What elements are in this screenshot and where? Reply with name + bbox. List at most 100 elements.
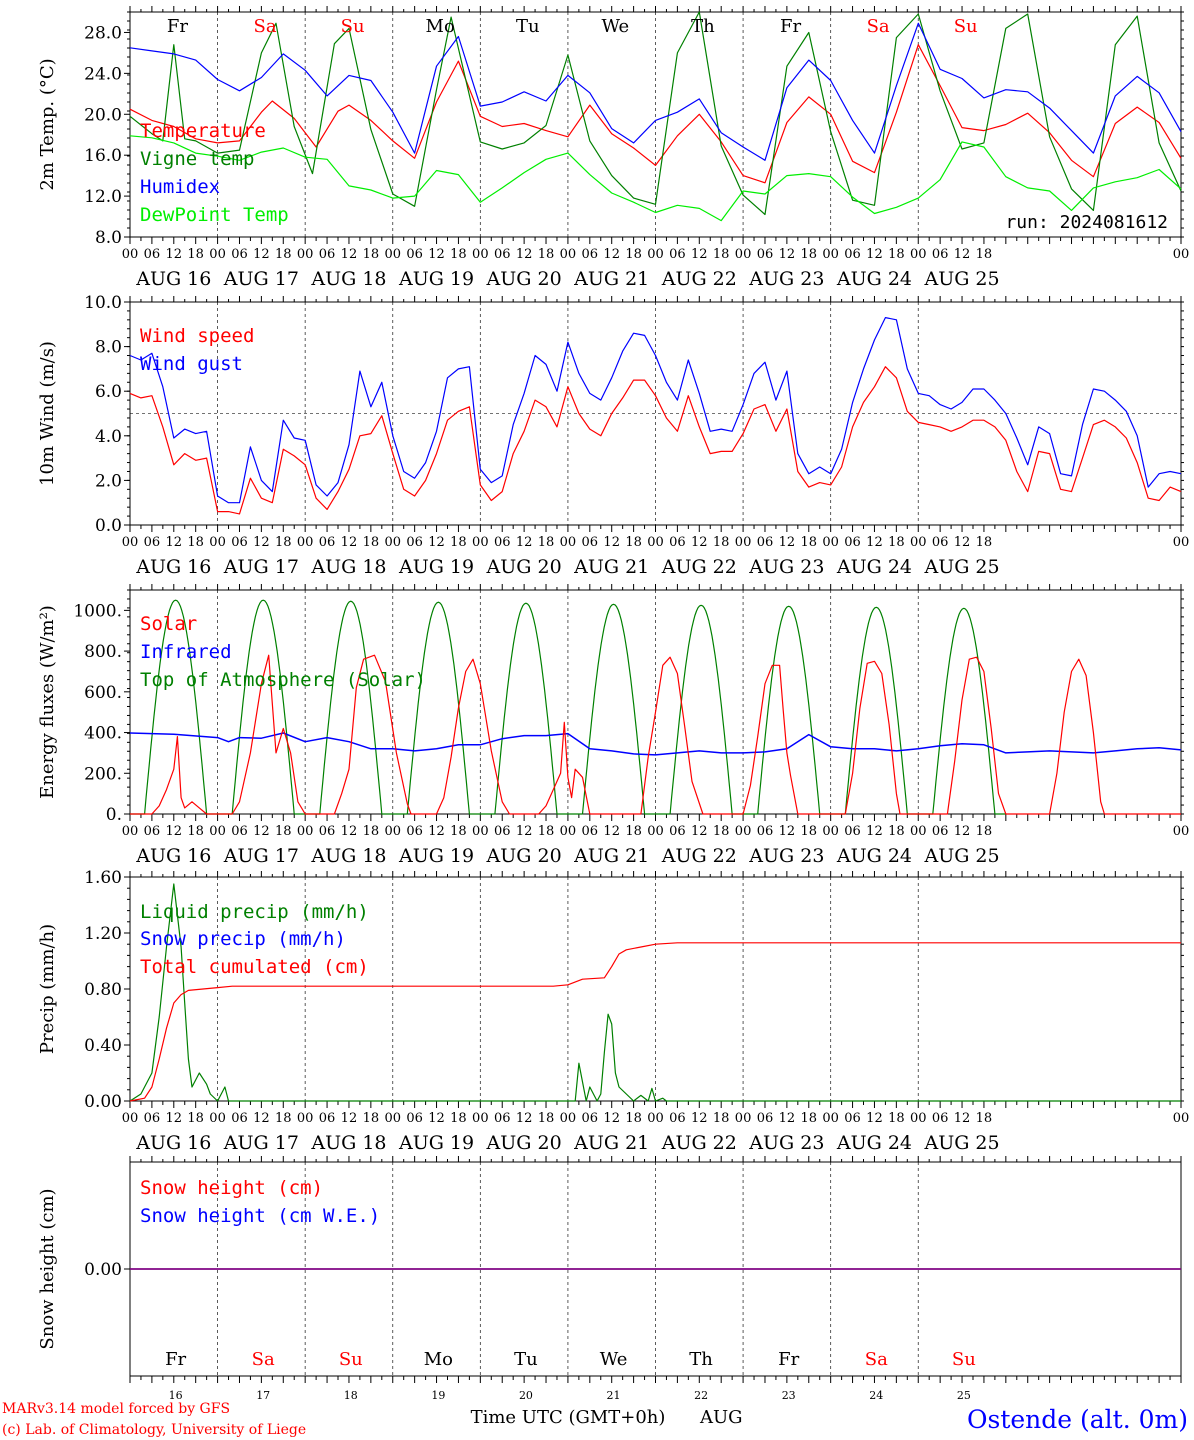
hour-label: 18 [275,535,292,550]
hour-label: 00 [472,824,489,839]
day-number: 18 [344,1389,358,1402]
panel-4: 0.00 0.40 0.80 1.20 1.60 Precip (mm/h) 00 06 12 1… [37,868,1189,1154]
panel-5: 0.00 Snow height (cm) Snow height (cm) Snow… [37,1156,1182,1383]
y-axis-label: 2m Temp. (°C) [37,58,58,190]
day-name-bottom: Su [952,1349,976,1370]
date-label: AUG 21 [573,556,649,578]
hour-label: 12 [166,1111,183,1126]
date-label: AUG 23 [748,845,824,867]
y-tick-label: 400. [84,724,122,744]
date-label: AUG 18 [310,268,386,290]
hour-label: 18 [187,824,204,839]
hour-label: 00 [472,535,489,550]
hour-label: 12 [603,535,620,550]
date-label: AUG 22 [661,845,737,867]
hour-label: 18 [363,1111,380,1126]
hour-label: 18 [363,535,380,550]
hour-label: 00 [1173,247,1190,262]
hour-label: 18 [363,824,380,839]
date-label: AUG 23 [748,556,824,578]
y-tick-label: 24.0 [84,64,122,84]
day-number: 20 [519,1389,533,1402]
date-label: AUG 17 [223,845,299,867]
hour-label: 06 [844,535,861,550]
date-label: AUG 18 [310,1132,386,1154]
y-tick-label: 10.0 [84,293,122,313]
date-label: AUG 24 [836,556,912,578]
hour-label: 18 [713,535,730,550]
date-label: AUG 16 [135,1132,211,1154]
hour-label: 00 [384,247,401,262]
hour-label: 06 [144,247,161,262]
day-name-top: Tu [516,16,540,37]
lab-credit: (c) Lab. of Climatology, University of L… [2,1422,306,1438]
date-label: AUG 25 [923,1132,999,1154]
hour-label: 06 [932,535,949,550]
hour-label: 18 [187,1111,204,1126]
hour-label: 12 [428,1111,445,1126]
hour-label: 00 [384,1111,401,1126]
hour-label: 00 [560,247,577,262]
legend-entry: Snow height (cm) [140,1177,323,1199]
hour-label: 00 [122,535,139,550]
hour-label: 06 [406,824,423,839]
date-label: AUG 20 [486,1132,562,1154]
date-label: AUG 25 [923,556,999,578]
panel-1: 8.0 12.0 16.0 20.0 24.0 28.0 2m Temp. (°C) 00 06… [37,6,1189,290]
date-label: AUG 23 [748,1132,824,1154]
hour-label: 12 [779,824,796,839]
hour-label: 00 [647,247,664,262]
day-name-top: Mo [426,16,455,37]
panel-2: 0.0 2.0 4.0 6.0 8.0 10.0 10m Wind (m/s) 00 06 12 1… [37,293,1189,578]
y-axis-label: Precip (mm/h) [37,924,58,1054]
y-tick-label: 200. [84,764,122,784]
hour-label: 06 [932,1111,949,1126]
y-tick-label: 28.0 [84,23,122,43]
hour-label: 12 [428,247,445,262]
y-tick-label: 0.0 [95,516,122,536]
hour-label: 18 [888,535,905,550]
model-credit: MARv3.14 model forced by GFS [2,1401,230,1417]
hour-label: 18 [187,247,204,262]
series-liquid-precip-mm-h- [129,883,1181,1102]
hour-label: 00 [647,1111,664,1126]
series-humidex [129,22,1182,161]
hour-label: 12 [779,1111,796,1126]
hour-label: 12 [691,247,708,262]
hour-label: 06 [319,824,336,839]
hour-label: 06 [757,824,774,839]
hour-label: 18 [538,247,555,262]
hour-label: 18 [363,247,380,262]
hour-label: 18 [888,1111,905,1126]
date-label: AUG 17 [223,1132,299,1154]
hour-label: 12 [253,247,270,262]
hour-label: 18 [976,1111,993,1126]
hour-label: 06 [582,247,599,262]
date-label: AUG 21 [573,1132,649,1154]
day-name-top: Th [691,16,715,37]
hour-label: 18 [976,824,993,839]
hour-label: 00 [910,1111,927,1126]
hour-label: 00 [560,824,577,839]
hour-label: 06 [319,247,336,262]
hour-label: 12 [603,824,620,839]
day-name-bottom: Su [339,1349,363,1370]
hour-label: 18 [538,535,555,550]
legend-entry: Humidex [140,176,220,198]
hour-label: 12 [166,247,183,262]
hour-label: 00 [735,1111,752,1126]
panel-3: 0. 200. 400. 600. 800. 1000. Energy fluxes (W/… [37,584,1189,867]
series-dewpoint-temp [129,135,1182,222]
hour-label: 06 [406,535,423,550]
legend-entry: Snow height (cm W.E.) [140,1205,380,1227]
hour-label: 00 [735,824,752,839]
hour-label: 06 [669,1111,686,1126]
hour-label: 00 [472,1111,489,1126]
day-name-bottom: Sa [865,1349,888,1370]
day-name-bottom: Fr [778,1349,799,1370]
hour-label: 18 [450,1111,467,1126]
hour-label: 12 [516,535,533,550]
hour-label: 12 [166,535,183,550]
hour-label: 18 [713,824,730,839]
hour-label: 12 [603,1111,620,1126]
